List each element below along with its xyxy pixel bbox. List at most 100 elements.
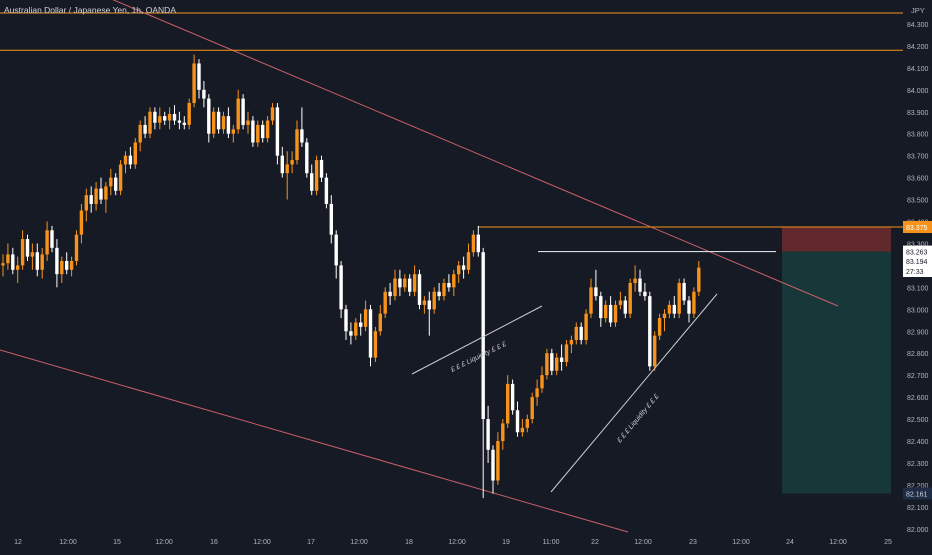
candle[interactable] — [412, 265, 417, 297]
candle[interactable] — [510, 379, 515, 415]
candle[interactable] — [40, 247, 44, 279]
candle[interactable] — [69, 256, 74, 277]
candle[interactable] — [638, 269, 642, 297]
candle[interactable] — [133, 138, 137, 169]
candle[interactable] — [569, 335, 574, 354]
candle[interactable] — [417, 269, 422, 310]
candle[interactable] — [216, 107, 221, 134]
candle[interactable] — [339, 261, 343, 319]
candle[interactable] — [471, 230, 476, 257]
candle[interactable] — [653, 331, 657, 371]
candle[interactable] — [618, 291, 623, 310]
candle[interactable] — [236, 89, 240, 134]
candle[interactable] — [226, 107, 231, 139]
candle[interactable] — [16, 256, 20, 283]
candle[interactable] — [697, 261, 701, 297]
candle[interactable] — [1, 254, 5, 277]
candle[interactable] — [89, 186, 93, 213]
candle[interactable] — [481, 247, 485, 499]
candle[interactable] — [555, 353, 559, 376]
candle[interactable] — [163, 111, 167, 125]
candle[interactable] — [442, 278, 446, 301]
candle[interactable] — [574, 322, 578, 345]
candle[interactable] — [662, 309, 667, 332]
candle[interactable] — [476, 225, 480, 257]
candle[interactable] — [241, 94, 245, 130]
candle[interactable] — [359, 313, 363, 336]
liquidity-trendline[interactable] — [411, 305, 543, 375]
candle[interactable] — [540, 366, 544, 393]
candle[interactable] — [60, 256, 64, 283]
candle[interactable] — [197, 59, 201, 99]
candle[interactable] — [187, 98, 191, 130]
candle[interactable] — [231, 124, 235, 143]
candle[interactable] — [172, 105, 177, 125]
candle[interactable] — [158, 107, 162, 130]
candle[interactable] — [118, 160, 123, 196]
candle[interactable] — [667, 300, 672, 319]
candle[interactable] — [256, 120, 260, 147]
candle[interactable] — [643, 282, 647, 301]
candle[interactable] — [30, 243, 35, 270]
candle[interactable] — [270, 102, 275, 125]
candle[interactable] — [265, 116, 270, 143]
candle[interactable] — [461, 256, 466, 279]
candle[interactable] — [579, 322, 583, 345]
candle[interactable] — [202, 81, 206, 108]
range-high-price-badge[interactable]: 83.263 — [903, 245, 932, 258]
candle[interactable] — [672, 296, 676, 319]
candle[interactable] — [275, 102, 280, 165]
candle[interactable] — [506, 375, 510, 428]
candle[interactable] — [604, 300, 608, 323]
candle[interactable] — [623, 296, 627, 319]
candle[interactable] — [251, 116, 255, 147]
candle[interactable] — [128, 146, 133, 169]
candle[interactable] — [300, 107, 304, 147]
candle[interactable] — [123, 151, 128, 174]
candle[interactable] — [398, 269, 402, 297]
candle[interactable] — [501, 419, 505, 450]
candle[interactable] — [373, 326, 378, 362]
candle[interactable] — [403, 274, 407, 292]
candle[interactable] — [99, 177, 103, 204]
candle[interactable] — [319, 155, 324, 182]
candle[interactable] — [437, 282, 441, 301]
candle[interactable] — [305, 138, 309, 178]
candle[interactable] — [138, 120, 142, 152]
candle[interactable] — [682, 278, 686, 305]
candle[interactable] — [354, 318, 358, 341]
candle[interactable] — [55, 239, 59, 288]
candle[interactable] — [594, 269, 598, 301]
candle[interactable] — [535, 379, 539, 406]
candle[interactable] — [114, 173, 118, 196]
candle[interactable] — [167, 107, 172, 130]
channel-upper-line[interactable] — [0, 0, 839, 307]
candle[interactable] — [84, 188, 88, 222]
candle[interactable] — [368, 304, 373, 367]
candle[interactable] — [393, 269, 397, 301]
candle[interactable] — [25, 234, 30, 262]
target-price-badge[interactable]: 82.161 — [903, 487, 932, 500]
candle[interactable] — [378, 304, 382, 336]
candle[interactable] — [109, 168, 113, 196]
liquidity-trendline[interactable] — [550, 293, 718, 493]
last-price-badge[interactable]: 83.194 27:33 — [903, 255, 932, 277]
candle[interactable] — [148, 107, 152, 139]
candle[interactable] — [212, 107, 216, 139]
candle[interactable] — [349, 322, 353, 345]
candle[interactable] — [207, 94, 211, 143]
candle[interactable] — [310, 164, 314, 196]
candle[interactable] — [447, 274, 451, 292]
candle[interactable] — [589, 278, 593, 319]
candle[interactable] — [74, 230, 79, 266]
candle[interactable] — [388, 282, 392, 305]
candle[interactable] — [677, 278, 681, 319]
candle[interactable] — [545, 348, 549, 380]
candle[interactable] — [633, 265, 637, 292]
candle[interactable] — [550, 348, 554, 376]
candle[interactable] — [20, 230, 25, 270]
candle[interactable] — [344, 304, 348, 341]
candle[interactable] — [177, 111, 182, 130]
candle[interactable] — [491, 445, 495, 494]
